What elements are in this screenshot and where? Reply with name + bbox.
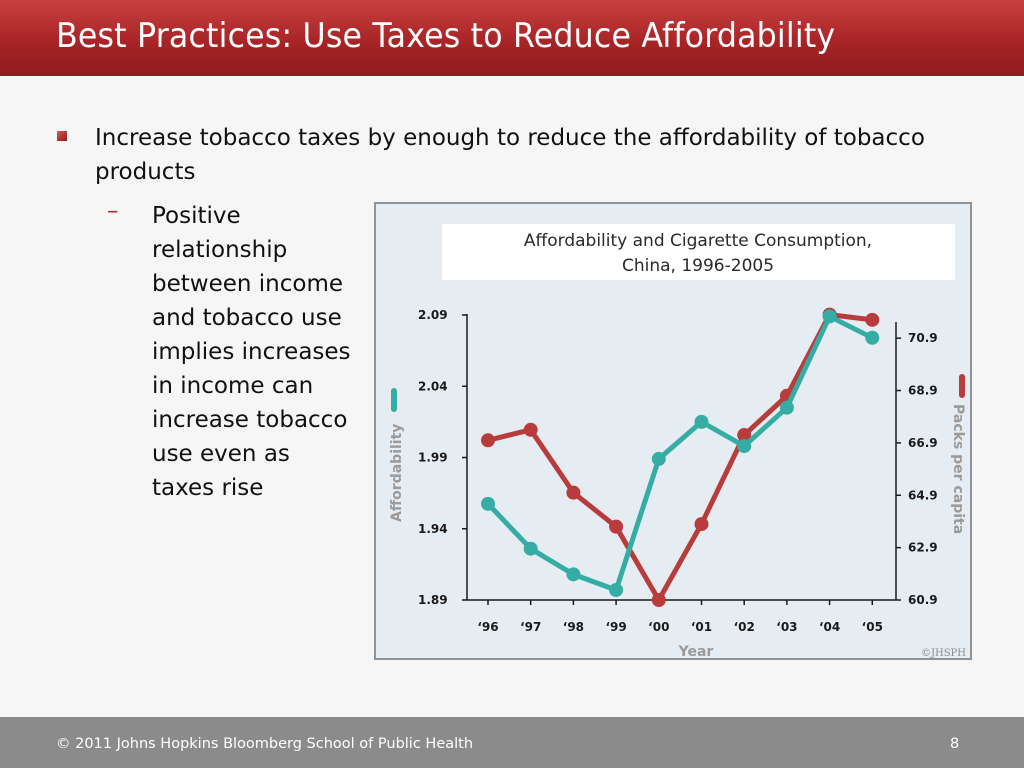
sub-bullet-line: increase tobacco xyxy=(152,407,348,433)
x-tick-label: ‘05 xyxy=(862,620,883,634)
affordability-line xyxy=(485,313,875,593)
left-tick-label: 1.89 xyxy=(418,593,448,607)
footer-bar xyxy=(0,717,1024,768)
page-number: 8 xyxy=(950,736,960,752)
packs-per-capita-point xyxy=(737,428,752,443)
affordability-point xyxy=(694,414,709,429)
left-axis-ticks: 2.09 2.04 1.99 1.94 1.89 xyxy=(418,308,467,607)
affordability-consumption-chart: Affordability and Cigarette Consumption,… xyxy=(389,224,966,658)
chart-title-line-2: China, 1996-2005 xyxy=(622,256,774,276)
x-axis-ticks: ‘96 ‘97 ‘98 ‘99 ‘00 ‘01 ‘02 ‘03 ‘04 ‘05 xyxy=(477,600,883,634)
affordability-point xyxy=(651,451,666,466)
affordability-point xyxy=(481,496,495,511)
packs-per-capita-point xyxy=(523,422,538,437)
title-bar: Best Practices: Use Taxes to Reduce Affo… xyxy=(0,0,1024,76)
sub-bullet-dash: – xyxy=(107,198,119,224)
packs-per-capita-point xyxy=(566,485,581,500)
affordability-point xyxy=(523,541,538,556)
left-tick-label: 1.99 xyxy=(418,451,448,465)
sub-bullet-line: relationship xyxy=(152,237,288,263)
affordability-point xyxy=(822,309,837,324)
left-tick-label: 2.04 xyxy=(418,379,448,393)
sub-bullet-line: in income can xyxy=(152,373,314,399)
sub-bullet-line: taxes rise xyxy=(152,475,264,501)
chart-credit: ©JHSPH xyxy=(921,648,966,658)
x-tick-label: ‘01 xyxy=(691,620,712,634)
affordability-point xyxy=(865,330,880,345)
right-tick-label: 60.9 xyxy=(908,593,938,607)
series-layer xyxy=(481,307,880,607)
right-tick-label: 66.9 xyxy=(908,436,938,450)
x-tick-label: ‘98 xyxy=(563,620,584,634)
affordability-point xyxy=(609,583,624,598)
packs-per-capita-point xyxy=(694,517,709,532)
sub-bullet-line: implies increases xyxy=(152,339,351,365)
x-tick-label: ‘99 xyxy=(605,620,626,634)
x-axis-title: Year xyxy=(678,644,714,658)
right-tick-label: 70.9 xyxy=(908,331,938,345)
x-tick-label: ‘03 xyxy=(776,620,797,634)
sub-bullet-line: Positive xyxy=(152,203,241,229)
left-tick-label: 1.94 xyxy=(418,522,448,536)
slide-title: Best Practices: Use Taxes to Reduce Affo… xyxy=(56,16,836,56)
right-axis-title: Packs per capita xyxy=(950,404,966,534)
packs-per-capita-point xyxy=(609,519,624,534)
left-tick-label: 2.09 xyxy=(418,308,448,322)
packs-per-capita-line xyxy=(485,312,875,603)
chart-title-box xyxy=(442,224,955,280)
affordability-legend-bar xyxy=(391,388,397,412)
packs-legend-bar xyxy=(959,374,965,398)
packs-per-capita-point xyxy=(481,433,495,448)
sub-bullet-line: between income xyxy=(152,271,344,297)
right-tick-label: 62.9 xyxy=(908,541,938,555)
chart-title-line-1: Affordability and Cigarette Consumption, xyxy=(524,231,872,251)
x-tick-label: ‘04 xyxy=(819,620,840,634)
sub-bullet-text: Positive relationship between income and… xyxy=(152,199,377,505)
x-tick-label: ‘00 xyxy=(648,620,669,634)
footer-copyright: © 2011 Johns Hopkins Bloomberg School of… xyxy=(56,736,474,752)
packs-per-capita-point xyxy=(651,593,666,607)
right-tick-label: 64.9 xyxy=(908,488,938,502)
affordability-point xyxy=(737,439,752,454)
sub-bullet-line: and tobacco use xyxy=(152,305,342,331)
right-axis-ticks: 70.9 68.9 66.9 64.9 62.9 60.9 xyxy=(896,331,938,607)
main-bullet-text: Increase tobacco taxes by enough to redu… xyxy=(95,125,925,185)
x-tick-label: ‘97 xyxy=(520,620,541,634)
chart-frame: Affordability and Cigarette Consumption,… xyxy=(374,202,972,660)
sub-bullet-line: use even as xyxy=(152,441,290,467)
x-tick-label: ‘02 xyxy=(734,620,755,634)
right-tick-label: 68.9 xyxy=(908,384,938,398)
x-tick-label: ‘96 xyxy=(477,620,498,634)
affordability-point xyxy=(779,400,794,415)
packs-per-capita-point xyxy=(865,312,880,327)
bullet-square-icon xyxy=(57,131,67,141)
affordability-point xyxy=(566,567,581,582)
left-axis-title: Affordability xyxy=(389,424,405,522)
